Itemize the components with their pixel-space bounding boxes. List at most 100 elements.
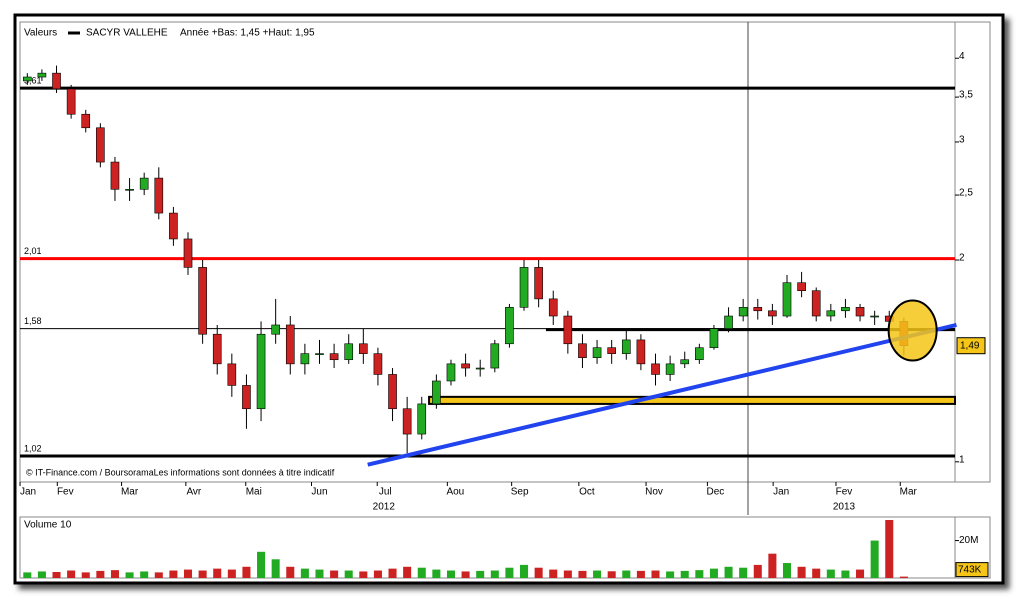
y-tick-label: 1	[959, 454, 965, 465]
volume-bar	[520, 564, 529, 578]
candle-body	[782, 282, 792, 317]
y-tick-label: 3,5	[959, 90, 973, 101]
x-tick-label: Fev	[836, 487, 853, 498]
volume-bar	[549, 569, 558, 578]
x-tick-label: Avr	[186, 487, 201, 498]
volume-bar	[782, 563, 792, 578]
candle-body	[665, 363, 675, 375]
year-label: 2012	[373, 502, 396, 513]
candle-body	[388, 374, 397, 410]
last-price-box	[956, 337, 986, 355]
level-label: 2,01	[24, 246, 42, 256]
volume-bar	[37, 571, 46, 578]
y-tick-label: 3	[959, 135, 965, 146]
candle-body	[680, 359, 690, 365]
candle-body	[607, 347, 616, 354]
volume-bar	[67, 570, 76, 578]
volume-bar	[403, 566, 412, 578]
candle-body	[242, 385, 251, 410]
volume-bar	[140, 571, 149, 578]
highlight-circle	[887, 299, 938, 362]
candle-body	[359, 343, 368, 354]
candle-body	[169, 212, 178, 240]
year-label: 2013	[833, 502, 856, 513]
volume-bar	[476, 570, 485, 578]
candle-body	[329, 353, 339, 361]
x-tick-label: Jan	[773, 487, 789, 498]
x-tick-label: Nov	[645, 487, 663, 498]
candle-body	[198, 267, 207, 335]
candle-body	[811, 290, 821, 317]
candle-body	[461, 363, 470, 369]
volume-bar	[359, 571, 368, 578]
candle-body	[768, 310, 777, 317]
volume-bar	[695, 570, 704, 578]
candle-body	[855, 307, 865, 317]
volume-bar	[593, 570, 602, 578]
y-axis-area	[954, 21, 991, 483]
volume-bar	[227, 569, 236, 578]
volume-bar	[344, 570, 353, 578]
last-price-label: 1,49	[960, 340, 980, 351]
candle-body	[651, 363, 660, 375]
footer: © IT-Finance.com / BoursoramaLes informa…	[26, 467, 335, 477]
volume-bar	[768, 553, 777, 578]
volume-last-label: 743K	[958, 564, 982, 575]
y-tick-label: 2,5	[959, 188, 973, 199]
candle-body	[81, 113, 91, 129]
x-tick-label: Jun	[311, 487, 327, 498]
candle-body	[753, 307, 763, 312]
volume-bar	[607, 571, 616, 578]
candle-body	[738, 307, 748, 317]
volume-title: Volume 10	[24, 520, 72, 531]
x-tick-label: Jan	[20, 487, 36, 498]
level-label: 1,02	[24, 443, 42, 453]
volume-bar	[739, 567, 748, 578]
candle-body	[110, 161, 120, 190]
volume-bar	[578, 570, 587, 578]
volume-bar	[680, 570, 689, 578]
volume-bar	[666, 571, 675, 578]
volume-bar	[110, 570, 119, 578]
candle-body	[373, 353, 383, 375]
volume-bar	[490, 570, 499, 578]
volume-bar	[242, 566, 251, 578]
candle-body	[636, 339, 646, 365]
candle-body	[125, 188, 134, 191]
x-tick-label: Dec	[707, 487, 725, 498]
volume-bar	[826, 569, 835, 578]
volume-bar	[841, 570, 850, 578]
volume-bar	[899, 576, 908, 578]
candle-body	[475, 367, 485, 370]
candle-body	[724, 315, 733, 329]
volume-bar	[125, 572, 134, 578]
volume-bar	[885, 519, 894, 578]
header-label: Valeurs	[24, 28, 57, 39]
candle-body	[709, 328, 719, 348]
volume-last-box	[955, 562, 989, 578]
volume-bar	[257, 551, 266, 578]
y-tick-label: 4	[959, 51, 965, 62]
candle-body	[490, 343, 500, 369]
volume-bar	[505, 567, 514, 578]
candle-body	[227, 363, 237, 386]
volume-bar	[797, 566, 806, 578]
volume-bar	[870, 540, 879, 578]
volume-tick-label: 20M	[959, 535, 978, 546]
volume-bar	[373, 570, 382, 578]
header-name: SACYR VALLEHE	[86, 28, 168, 39]
candle-body	[826, 310, 836, 317]
candle-body	[154, 177, 164, 214]
candle-body	[695, 347, 704, 361]
volume-bar	[622, 570, 631, 578]
candle-body	[432, 380, 441, 405]
header-range: Année +Bas: 1,45 +Haut: 1,95	[180, 28, 315, 39]
x-tick-label: Jul	[379, 487, 392, 498]
candle-body	[870, 315, 879, 318]
x-tick-label: Mar	[900, 487, 918, 498]
candle-body	[841, 307, 850, 312]
x-tick-label: Aou	[446, 487, 464, 498]
volume-bar	[636, 570, 645, 578]
candle-body	[344, 343, 354, 361]
